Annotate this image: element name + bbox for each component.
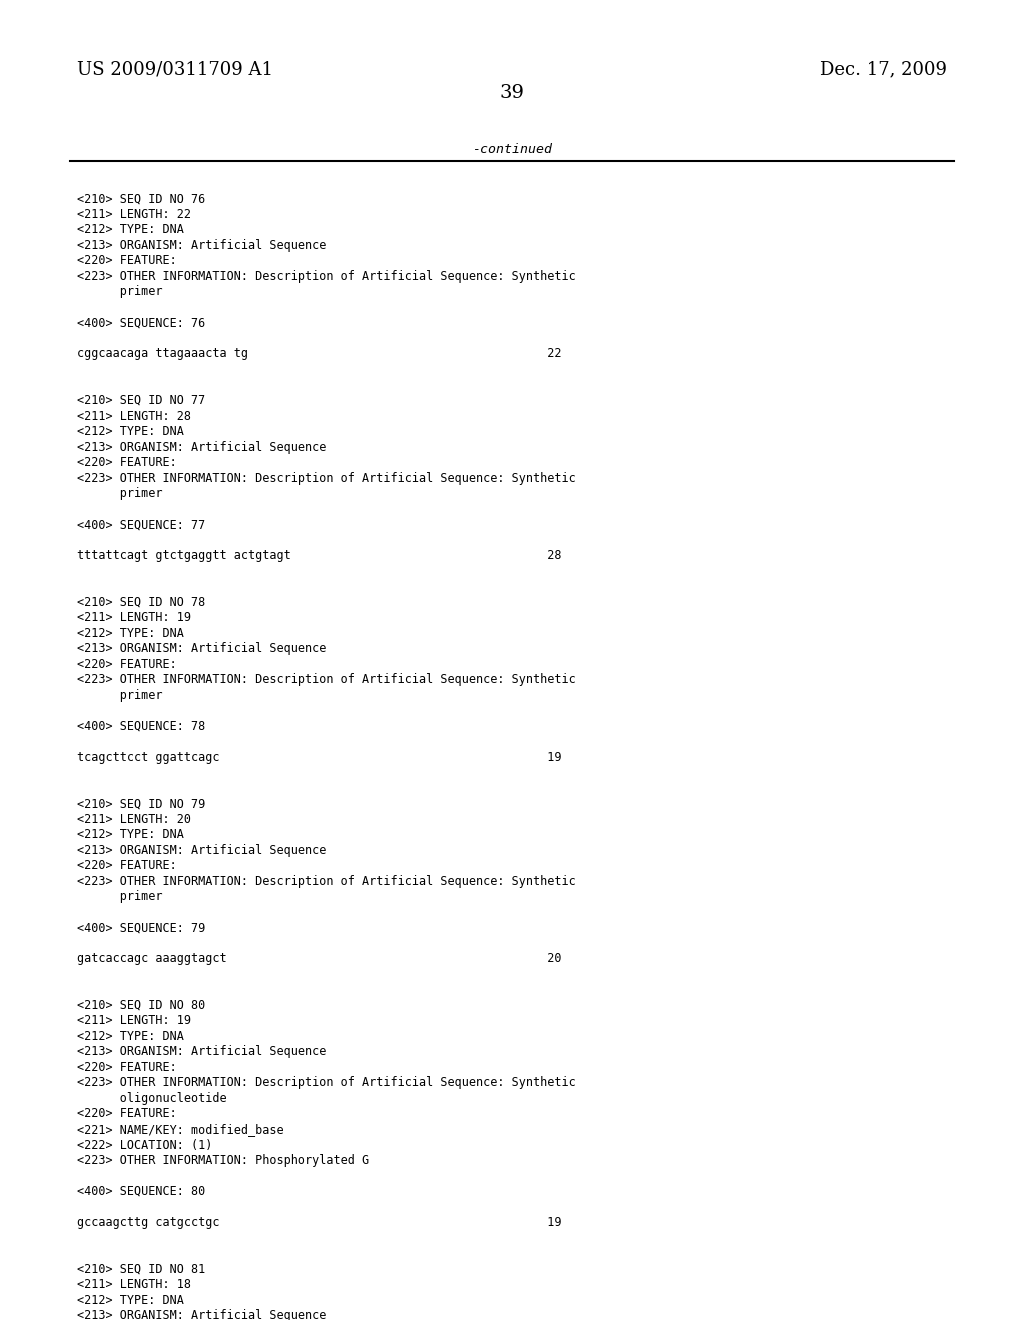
Text: <212> TYPE: DNA: <212> TYPE: DNA: [77, 829, 183, 841]
Text: primer: primer: [77, 689, 162, 702]
Text: <223> OTHER INFORMATION: Phosphorylated G: <223> OTHER INFORMATION: Phosphorylated …: [77, 1154, 369, 1167]
Text: <400> SEQUENCE: 78: <400> SEQUENCE: 78: [77, 719, 205, 733]
Text: <400> SEQUENCE: 80: <400> SEQUENCE: 80: [77, 1185, 205, 1199]
Text: <213> ORGANISM: Artificial Sequence: <213> ORGANISM: Artificial Sequence: [77, 843, 327, 857]
Text: <220> FEATURE:: <220> FEATURE:: [77, 1107, 176, 1121]
Text: gccaagcttg catgcctgc                                              19: gccaagcttg catgcctgc 19: [77, 1216, 561, 1229]
Text: <223> OTHER INFORMATION: Description of Artificial Sequence: Synthetic: <223> OTHER INFORMATION: Description of …: [77, 673, 575, 686]
Text: primer: primer: [77, 890, 162, 903]
Text: <220> FEATURE:: <220> FEATURE:: [77, 457, 176, 469]
Text: <222> LOCATION: (1): <222> LOCATION: (1): [77, 1138, 212, 1151]
Text: US 2009/0311709 A1: US 2009/0311709 A1: [77, 61, 272, 79]
Text: -continued: -continued: [472, 143, 552, 156]
Text: <212> TYPE: DNA: <212> TYPE: DNA: [77, 425, 183, 438]
Text: <223> OTHER INFORMATION: Description of Artificial Sequence: Synthetic: <223> OTHER INFORMATION: Description of …: [77, 1077, 575, 1089]
Text: <211> LENGTH: 28: <211> LENGTH: 28: [77, 409, 190, 422]
Text: oligonucleotide: oligonucleotide: [77, 1092, 226, 1105]
Text: <211> LENGTH: 22: <211> LENGTH: 22: [77, 207, 190, 220]
Text: primer: primer: [77, 487, 162, 500]
Text: <212> TYPE: DNA: <212> TYPE: DNA: [77, 223, 183, 236]
Text: <213> ORGANISM: Artificial Sequence: <213> ORGANISM: Artificial Sequence: [77, 1045, 327, 1059]
Text: cggcaacaga ttagaaacta tg                                          22: cggcaacaga ttagaaacta tg 22: [77, 347, 561, 360]
Text: <400> SEQUENCE: 79: <400> SEQUENCE: 79: [77, 921, 205, 935]
Text: <210> SEQ ID NO 81: <210> SEQ ID NO 81: [77, 1262, 205, 1275]
Text: <223> OTHER INFORMATION: Description of Artificial Sequence: Synthetic: <223> OTHER INFORMATION: Description of …: [77, 875, 575, 888]
Text: <400> SEQUENCE: 76: <400> SEQUENCE: 76: [77, 317, 205, 330]
Text: <212> TYPE: DNA: <212> TYPE: DNA: [77, 627, 183, 640]
Text: <210> SEQ ID NO 78: <210> SEQ ID NO 78: [77, 595, 205, 609]
Text: <213> ORGANISM: Artificial Sequence: <213> ORGANISM: Artificial Sequence: [77, 1309, 327, 1320]
Text: <220> FEATURE:: <220> FEATURE:: [77, 255, 176, 268]
Text: <220> FEATURE:: <220> FEATURE:: [77, 859, 176, 873]
Text: <220> FEATURE:: <220> FEATURE:: [77, 1061, 176, 1074]
Text: <210> SEQ ID NO 77: <210> SEQ ID NO 77: [77, 393, 205, 407]
Text: primer: primer: [77, 285, 162, 298]
Text: <212> TYPE: DNA: <212> TYPE: DNA: [77, 1030, 183, 1043]
Text: tttattcagt gtctgaggtt actgtagt                                    28: tttattcagt gtctgaggtt actgtagt 28: [77, 549, 561, 562]
Text: <213> ORGANISM: Artificial Sequence: <213> ORGANISM: Artificial Sequence: [77, 239, 327, 252]
Text: <213> ORGANISM: Artificial Sequence: <213> ORGANISM: Artificial Sequence: [77, 441, 327, 454]
Text: <223> OTHER INFORMATION: Description of Artificial Sequence: Synthetic: <223> OTHER INFORMATION: Description of …: [77, 271, 575, 282]
Text: <220> FEATURE:: <220> FEATURE:: [77, 657, 176, 671]
Text: Dec. 17, 2009: Dec. 17, 2009: [820, 61, 947, 79]
Text: <212> TYPE: DNA: <212> TYPE: DNA: [77, 1294, 183, 1307]
Text: <211> LENGTH: 19: <211> LENGTH: 19: [77, 1014, 190, 1027]
Text: 39: 39: [500, 84, 524, 103]
Text: <210> SEQ ID NO 76: <210> SEQ ID NO 76: [77, 193, 205, 206]
Text: <210> SEQ ID NO 79: <210> SEQ ID NO 79: [77, 797, 205, 810]
Text: <213> ORGANISM: Artificial Sequence: <213> ORGANISM: Artificial Sequence: [77, 642, 327, 655]
Text: <211> LENGTH: 20: <211> LENGTH: 20: [77, 813, 190, 826]
Text: <211> LENGTH: 18: <211> LENGTH: 18: [77, 1278, 190, 1291]
Text: <221> NAME/KEY: modified_base: <221> NAME/KEY: modified_base: [77, 1123, 284, 1137]
Text: tcagcttcct ggattcagc                                              19: tcagcttcct ggattcagc 19: [77, 751, 561, 764]
Text: <211> LENGTH: 19: <211> LENGTH: 19: [77, 611, 190, 624]
Text: <223> OTHER INFORMATION: Description of Artificial Sequence: Synthetic: <223> OTHER INFORMATION: Description of …: [77, 471, 575, 484]
Text: <210> SEQ ID NO 80: <210> SEQ ID NO 80: [77, 999, 205, 1012]
Text: <400> SEQUENCE: 77: <400> SEQUENCE: 77: [77, 519, 205, 531]
Text: gatcaccagc aaaggtagct                                             20: gatcaccagc aaaggtagct 20: [77, 953, 561, 965]
